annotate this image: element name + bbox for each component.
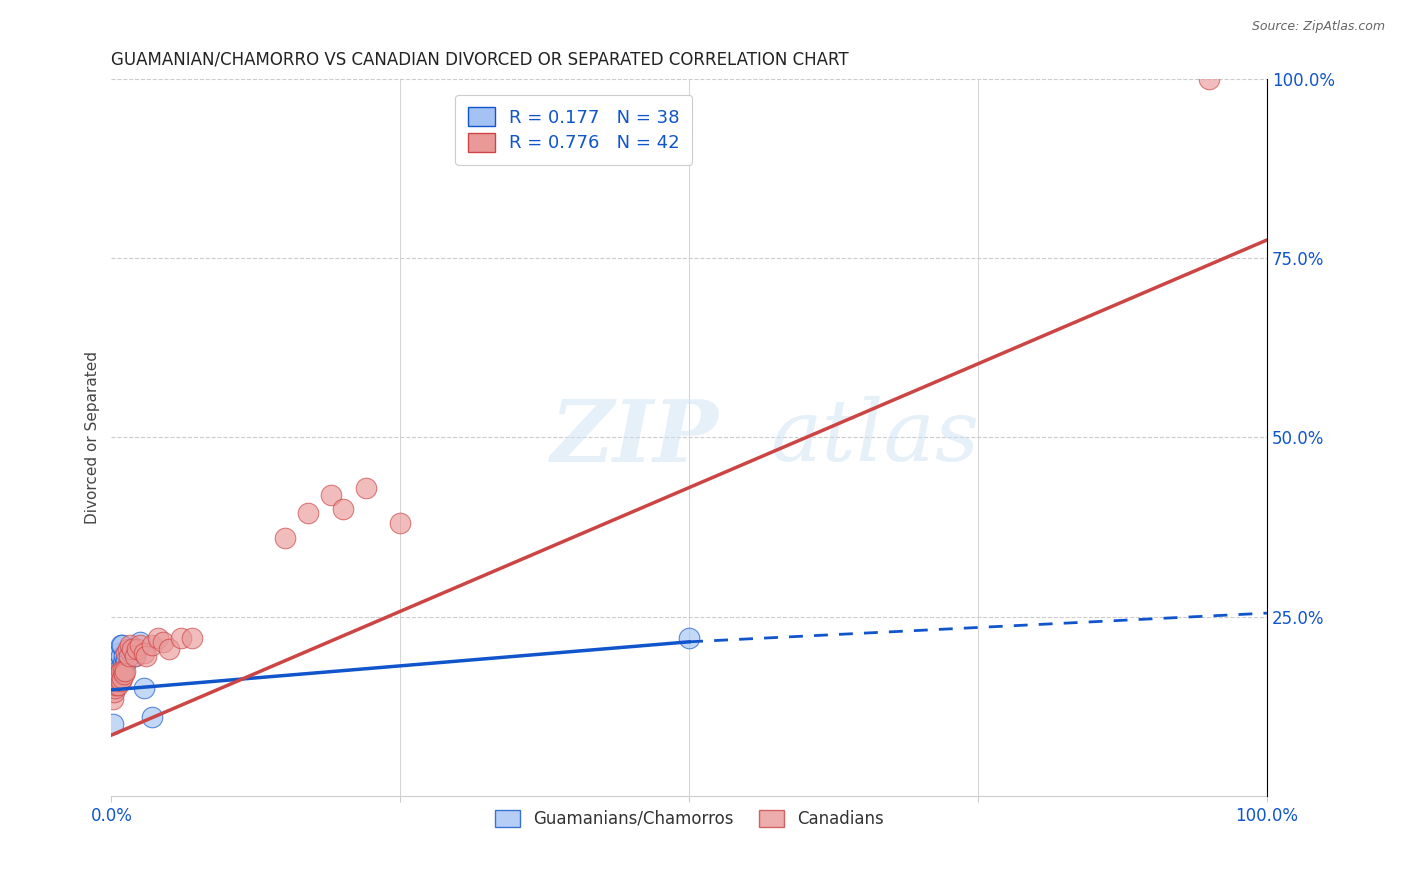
Point (101, 717, 124, 731)
Point (101, 678, 124, 692)
Point (125, 642, 148, 657)
Point (104, 664, 127, 678)
Point (110, 639, 132, 653)
Point (125, 642, 148, 657)
Point (118, 649, 141, 664)
Point (107, 678, 129, 692)
Point (1198, 71, 1220, 86)
Point (146, 632, 169, 646)
Point (297, 506, 319, 520)
Point (118, 639, 141, 653)
Point (110, 674, 132, 689)
Point (107, 664, 129, 678)
Point (105, 667, 128, 681)
Point (354, 481, 377, 495)
Point (107, 671, 129, 685)
Point (105, 664, 128, 678)
Point (124, 649, 146, 664)
Point (132, 681, 155, 696)
Point (124, 649, 146, 664)
Point (104, 667, 127, 681)
Point (105, 674, 128, 689)
Point (118, 649, 141, 664)
Point (101, 692, 124, 706)
Text: GUAMANIAN/CHAMORRO VS CANADIAN DIVORCED OR SEPARATED CORRELATION CHART: GUAMANIAN/CHAMORRO VS CANADIAN DIVORCED … (111, 51, 849, 69)
Point (141, 639, 163, 653)
Point (389, 516, 412, 531)
Point (103, 685, 125, 699)
Point (101, 664, 124, 678)
Point (332, 502, 354, 516)
Point (129, 639, 152, 653)
Text: Source: ZipAtlas.com: Source: ZipAtlas.com (1251, 20, 1385, 33)
Point (111, 639, 134, 653)
Point (101, 657, 124, 671)
Point (141, 710, 163, 724)
Point (103, 671, 125, 685)
Point (117, 642, 139, 657)
Point (105, 671, 128, 685)
Point (111, 657, 134, 671)
Point (104, 678, 127, 692)
Point (105, 671, 128, 685)
Point (112, 649, 135, 664)
Point (274, 531, 297, 545)
Point (114, 664, 136, 678)
Point (152, 635, 174, 649)
Y-axis label: Divorced or Separated: Divorced or Separated (86, 351, 100, 524)
Point (104, 671, 127, 685)
Point (135, 649, 157, 664)
Point (105, 678, 128, 692)
Point (108, 646, 131, 660)
Point (115, 653, 138, 667)
Point (105, 671, 128, 685)
Point (103, 671, 125, 685)
Point (105, 660, 128, 674)
Point (105, 674, 128, 689)
Point (129, 635, 152, 649)
Point (107, 671, 129, 685)
Point (678, 632, 700, 646)
Point (103, 667, 125, 681)
Legend: Guamanians/Chamorros, Canadians: Guamanians/Chamorros, Canadians (488, 803, 890, 834)
Point (111, 664, 134, 678)
Point (103, 674, 125, 689)
Point (104, 674, 127, 689)
Point (105, 667, 128, 681)
Point (110, 649, 132, 664)
Point (170, 632, 193, 646)
Text: ZIP: ZIP (551, 395, 718, 479)
Point (104, 681, 127, 696)
Point (101, 678, 124, 692)
Point (108, 667, 131, 681)
Point (132, 646, 155, 660)
Point (115, 646, 138, 660)
Text: atlas: atlas (770, 396, 979, 479)
Point (114, 657, 136, 671)
Point (120, 646, 142, 660)
Point (181, 632, 204, 646)
Point (121, 642, 143, 657)
Point (107, 674, 129, 689)
Point (319, 488, 342, 502)
Point (157, 642, 180, 657)
Point (110, 664, 132, 678)
Point (111, 671, 134, 685)
Point (112, 667, 135, 681)
Point (111, 664, 134, 678)
Point (108, 667, 131, 681)
